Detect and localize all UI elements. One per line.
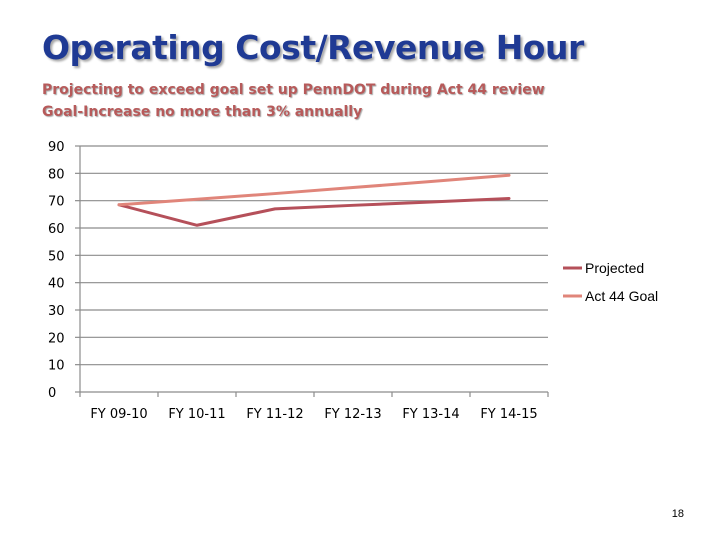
series-line-act-44-goal: [117, 173, 511, 207]
y-tick-label: 70: [48, 195, 65, 210]
x-tick-label: FY 14-15: [480, 407, 537, 422]
x-tick-label: FY 09-10: [90, 407, 147, 422]
x-tick-label: FY 10-11: [168, 407, 225, 422]
y-tick-label: 30: [48, 304, 65, 319]
page-number: 18: [671, 508, 684, 520]
y-tick-label: 90: [48, 140, 65, 155]
x-tick-label: FY 12-13: [324, 407, 381, 422]
y-tick-label: 50: [48, 249, 65, 264]
y-tick-label: 20: [48, 331, 65, 346]
x-tick-label: FY 13-14: [402, 407, 459, 422]
slide-subtitle-line-2: Goal-Increase no more than 3% annually: [42, 104, 363, 120]
legend-label: Act 44 Goal: [585, 288, 658, 304]
series-line-projected: [117, 196, 511, 227]
y-tick-label: 80: [48, 167, 65, 182]
y-tick-label: 0: [48, 386, 56, 401]
legend-label: Projected: [585, 260, 644, 276]
y-tick-label: 60: [48, 222, 65, 237]
x-tick-label: FY 11-12: [246, 407, 303, 422]
slide-subtitle-line-1: Projecting to exceed goal set up PennDOT…: [42, 82, 545, 98]
slide-title: Operating Cost/Revenue Hour: [42, 28, 584, 67]
y-tick-label: 40: [48, 277, 65, 292]
y-tick-label: 10: [48, 359, 65, 374]
